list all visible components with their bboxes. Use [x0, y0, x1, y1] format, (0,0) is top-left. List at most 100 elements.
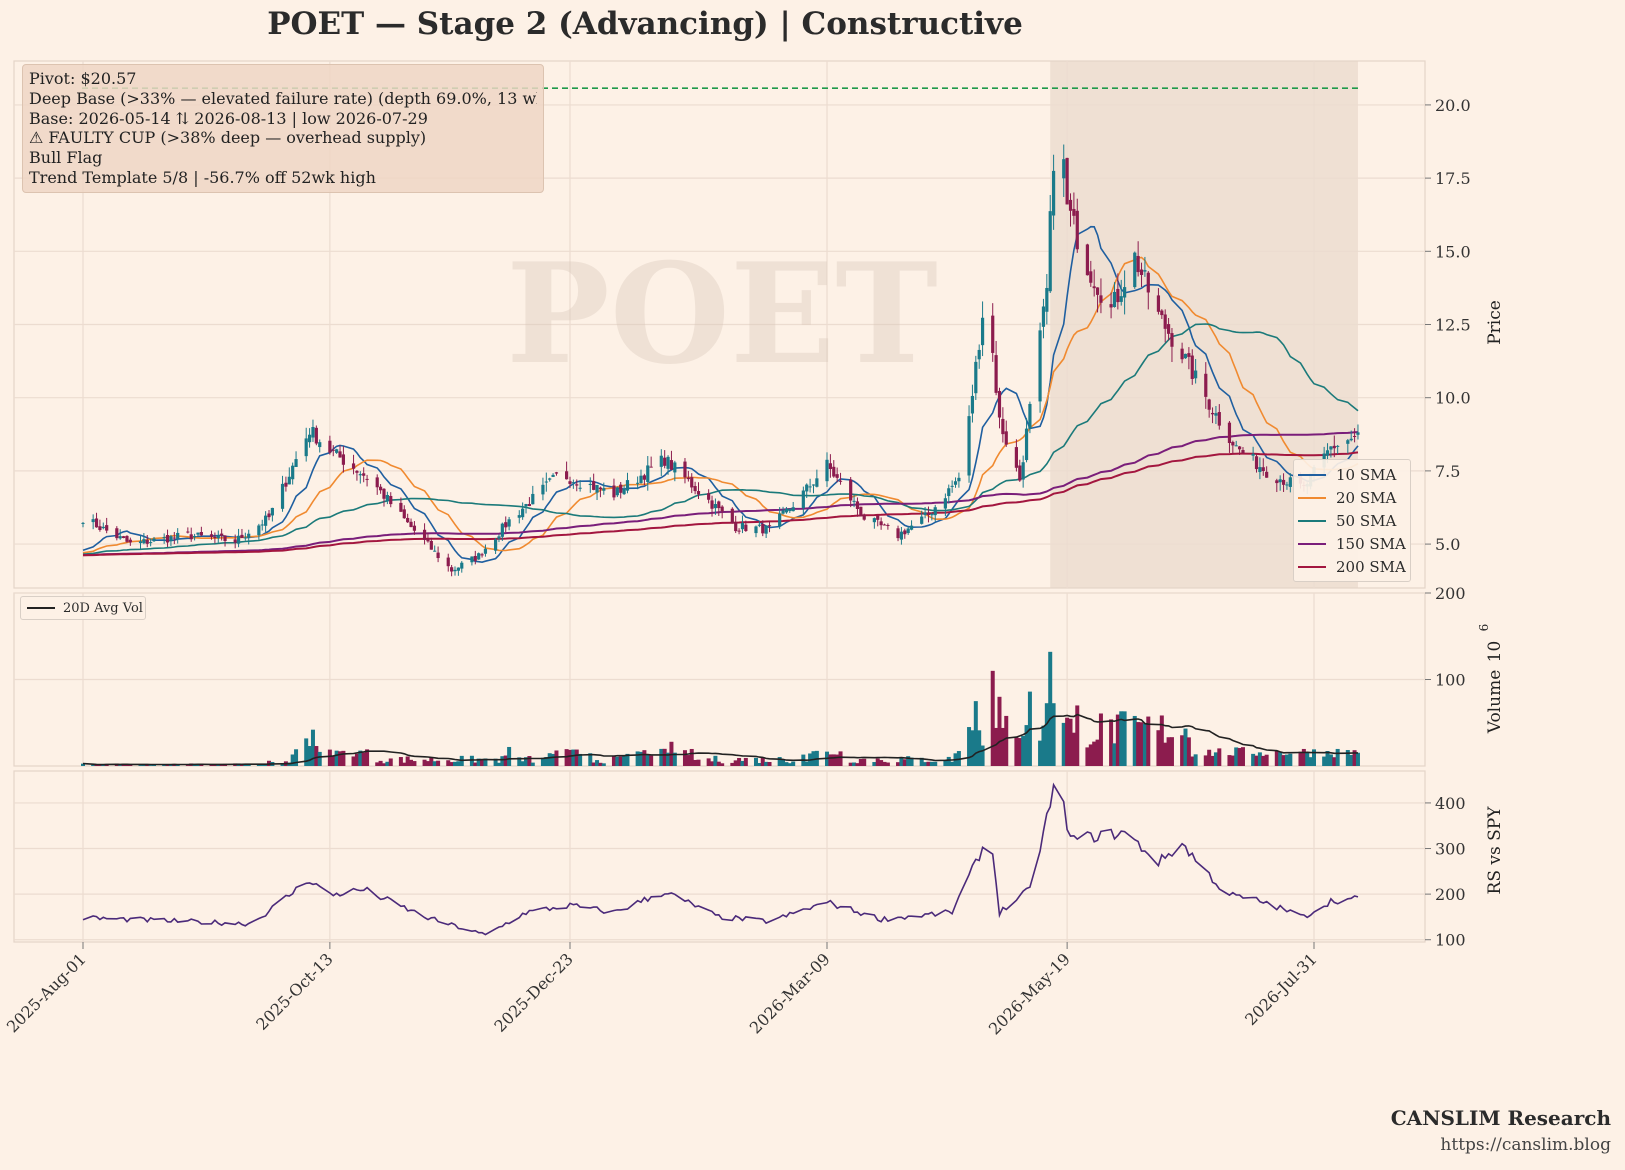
x-tick-label: 2026-May-19 — [985, 949, 1074, 1038]
volume-bar — [294, 749, 299, 766]
volume-bar — [848, 762, 853, 766]
candle-body — [548, 478, 552, 480]
candle-body — [710, 500, 714, 509]
candle-body — [294, 459, 298, 467]
volume-bar — [625, 753, 630, 766]
candle-body — [1109, 304, 1113, 308]
volume-bar — [571, 749, 576, 766]
candle-body — [565, 471, 569, 480]
legend-label: 20 SMA — [1336, 488, 1397, 507]
price-ytick-label: 20.0 — [1435, 96, 1471, 115]
volume-axis-label: Volume — [1485, 670, 1505, 735]
volume-bar — [358, 750, 363, 766]
volume-bar — [91, 764, 96, 766]
candle-body — [571, 482, 575, 484]
volume-bar — [1088, 744, 1093, 766]
volume-bar — [476, 758, 481, 766]
candle-body — [81, 522, 85, 524]
volume-bar — [1274, 750, 1279, 766]
candle-body — [1180, 348, 1184, 360]
candle-body — [1265, 471, 1269, 478]
volume-bar — [1251, 753, 1256, 766]
volume-bar — [693, 759, 698, 766]
candle-body — [832, 466, 836, 477]
candle-body — [1217, 412, 1221, 426]
volume-bar — [649, 755, 654, 766]
volume-bar — [855, 763, 860, 766]
volume-bar — [456, 761, 461, 766]
volume-bar — [787, 763, 792, 766]
candle-body — [409, 521, 413, 528]
candle-body — [953, 481, 958, 485]
volume-bar — [872, 762, 877, 766]
candle-body — [1204, 373, 1208, 397]
candle-body — [1112, 291, 1117, 308]
candle-body — [169, 536, 173, 542]
volume-bar — [733, 760, 738, 766]
x-tick-label: 2025-Aug-01 — [3, 949, 90, 1036]
candle-body — [909, 525, 914, 530]
candle-body — [1143, 270, 1147, 272]
volume-bar — [1305, 752, 1310, 766]
candle-body — [855, 501, 860, 509]
volume-bar — [598, 762, 603, 766]
volume-bar — [622, 756, 627, 766]
volume-bar — [469, 755, 474, 766]
volume-bar — [81, 763, 85, 766]
volume-bar — [875, 758, 880, 766]
candle-body — [1325, 450, 1330, 456]
volume-bar — [1051, 703, 1056, 766]
volume-bar — [307, 746, 312, 766]
volume-bar — [1024, 725, 1029, 766]
candle-body — [767, 525, 772, 527]
volume-bar — [1044, 703, 1049, 766]
volume-bar — [422, 759, 427, 766]
volume-bar — [804, 761, 809, 766]
volume-bar — [280, 763, 285, 766]
candle-body — [284, 482, 288, 487]
volume-bar — [1075, 705, 1080, 766]
candle-body — [713, 504, 718, 509]
candle-body — [1352, 435, 1357, 437]
candle-body — [859, 506, 863, 517]
candle-body — [707, 493, 711, 500]
volume-bar — [1308, 757, 1313, 766]
volume-bar — [1332, 757, 1337, 766]
candle-body — [764, 525, 768, 534]
candle-body — [578, 487, 582, 489]
rs-ytick-label: 100 — [1435, 931, 1466, 950]
candle-body — [639, 475, 643, 483]
candle-body — [1329, 446, 1333, 450]
candle-body — [1136, 255, 1140, 273]
volume-bar — [784, 762, 789, 766]
volume-bar — [564, 749, 569, 766]
volume-bar — [338, 751, 343, 766]
candle-body — [1194, 370, 1198, 379]
volume-bar — [1183, 728, 1188, 766]
volume-bar — [1041, 725, 1046, 766]
volume-bar — [412, 761, 417, 766]
volume-bar — [858, 759, 863, 766]
candle-body — [1336, 445, 1340, 447]
volume-bar — [686, 755, 691, 766]
candle-body — [446, 557, 450, 567]
candle-body — [213, 536, 217, 538]
candle-body — [94, 518, 99, 528]
volume-bar — [480, 759, 485, 766]
legend-swatch — [1298, 542, 1326, 545]
candle-body — [778, 513, 782, 527]
candle-body — [470, 556, 474, 563]
candle-body — [216, 535, 220, 539]
candle-body — [338, 451, 342, 458]
candle-body — [1356, 432, 1360, 435]
candle-body — [980, 317, 985, 346]
candle-body — [375, 477, 379, 488]
candle-body — [730, 508, 734, 524]
volume-bar — [256, 764, 261, 766]
volume-bar — [540, 757, 545, 766]
volume-bar — [838, 751, 843, 766]
x-tick-label: 2026-Jul-31 — [1241, 949, 1321, 1029]
candle-body — [622, 488, 626, 495]
volume-bar — [662, 748, 667, 766]
volume-bar — [1092, 741, 1097, 766]
